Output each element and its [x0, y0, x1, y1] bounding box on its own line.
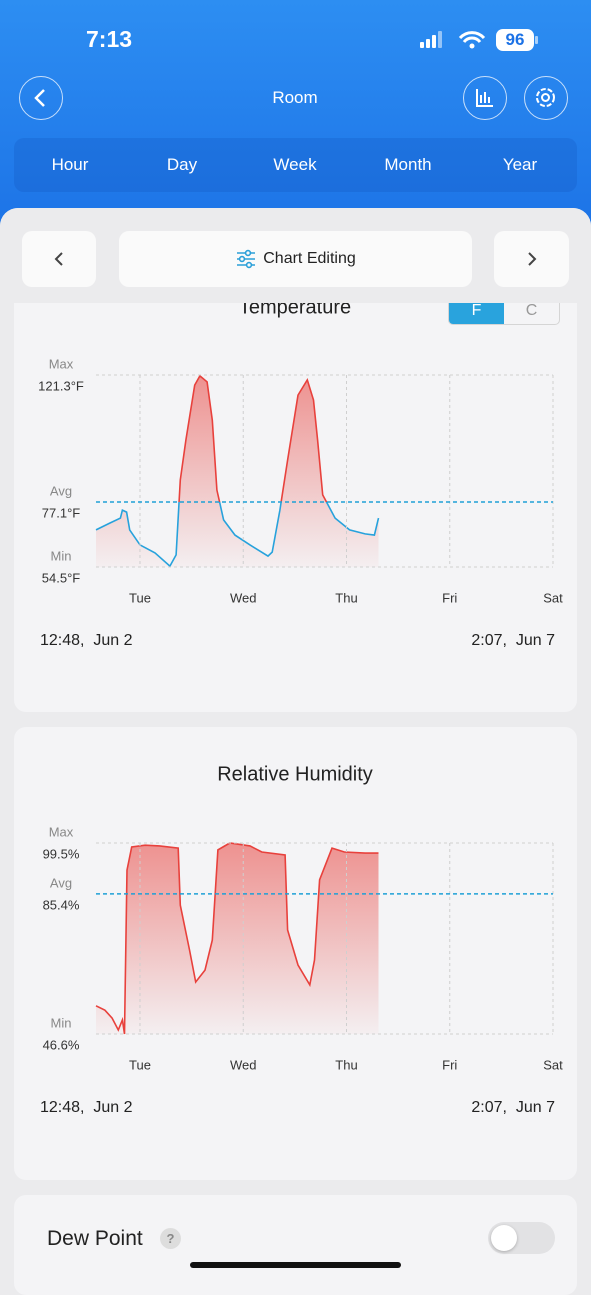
y-tick-name: Max — [49, 356, 74, 371]
x-tick-label: Fri — [442, 1057, 457, 1072]
x-tick-label: Thu — [335, 590, 357, 605]
area — [96, 375, 379, 567]
tab[interactable]: Hour — [51, 155, 89, 174]
tab[interactable]: Day — [166, 155, 198, 174]
y-tick-name: Avg — [50, 875, 72, 890]
status-icons — [420, 29, 538, 51]
line — [95, 374, 380, 568]
battery: 96 — [505, 30, 525, 49]
x-tick-label: Wed — [230, 1057, 257, 1072]
toolbar: Chart Editing — [0, 208, 591, 303]
end-time: 2:07, Jun 7 — [471, 632, 555, 649]
start-time: 12:48, Jun 2 — [40, 1099, 133, 1116]
humidity-card — [14, 727, 577, 1180]
tab[interactable]: Week — [273, 155, 317, 174]
tab-bar — [14, 138, 577, 192]
tab[interactable]: Month — [384, 155, 432, 174]
y-tick-name: Max — [49, 824, 74, 839]
chart-button[interactable] — [463, 76, 507, 120]
y-tick-label: 54.5°F — [42, 570, 81, 585]
y-tick-label: 46.6% — [43, 1037, 80, 1052]
y-tick-label: 121.3°F — [38, 378, 84, 393]
line — [95, 842, 379, 1035]
next-button[interactable] — [494, 231, 569, 287]
x-tick-label: Fri — [442, 590, 457, 605]
help-icon[interactable]: ? — [160, 1228, 181, 1249]
y-tick-label: 77.1°F — [42, 505, 81, 520]
area — [96, 843, 379, 1034]
settings-button[interactable] — [524, 76, 568, 120]
x-tick-label: Thu — [335, 1057, 357, 1072]
tab[interactable]: Year — [502, 155, 538, 174]
page-title: Room — [272, 88, 318, 107]
chart-editing-button[interactable]: Chart Editing — [119, 231, 472, 287]
x-tick-label: Tue — [129, 1057, 151, 1072]
chart-editing-label: Chart Editing — [263, 250, 356, 267]
end-time: 2:07, Jun 7 — [471, 1099, 555, 1116]
unit-c[interactable]: C — [525, 302, 538, 319]
x-tick-label: Sat — [543, 1057, 563, 1072]
home-indicator — [190, 1262, 401, 1268]
start-time: 12:48, Jun 2 — [40, 632, 133, 649]
y-tick-name: Avg — [50, 483, 72, 498]
prev-button[interactable] — [22, 231, 96, 287]
y-tick-label: 99.5% — [43, 846, 80, 861]
dew-point-toggle[interactable] — [488, 1222, 555, 1254]
chart-title: Relative Humidity — [217, 763, 373, 785]
dew-point-label: Dew Point — [47, 1227, 143, 1250]
y-tick-name: Min — [51, 548, 72, 563]
back-button[interactable] — [19, 76, 63, 120]
y-tick-name: Min — [51, 1015, 72, 1030]
y-tick-label: 85.4% — [43, 897, 80, 912]
header-background — [0, 0, 591, 240]
dew-point-card — [14, 1195, 577, 1295]
x-tick-label: Tue — [129, 590, 151, 605]
time: 7:13 — [86, 26, 133, 52]
x-tick-label: Sat — [543, 590, 563, 605]
x-tick-label: Wed — [230, 590, 257, 605]
